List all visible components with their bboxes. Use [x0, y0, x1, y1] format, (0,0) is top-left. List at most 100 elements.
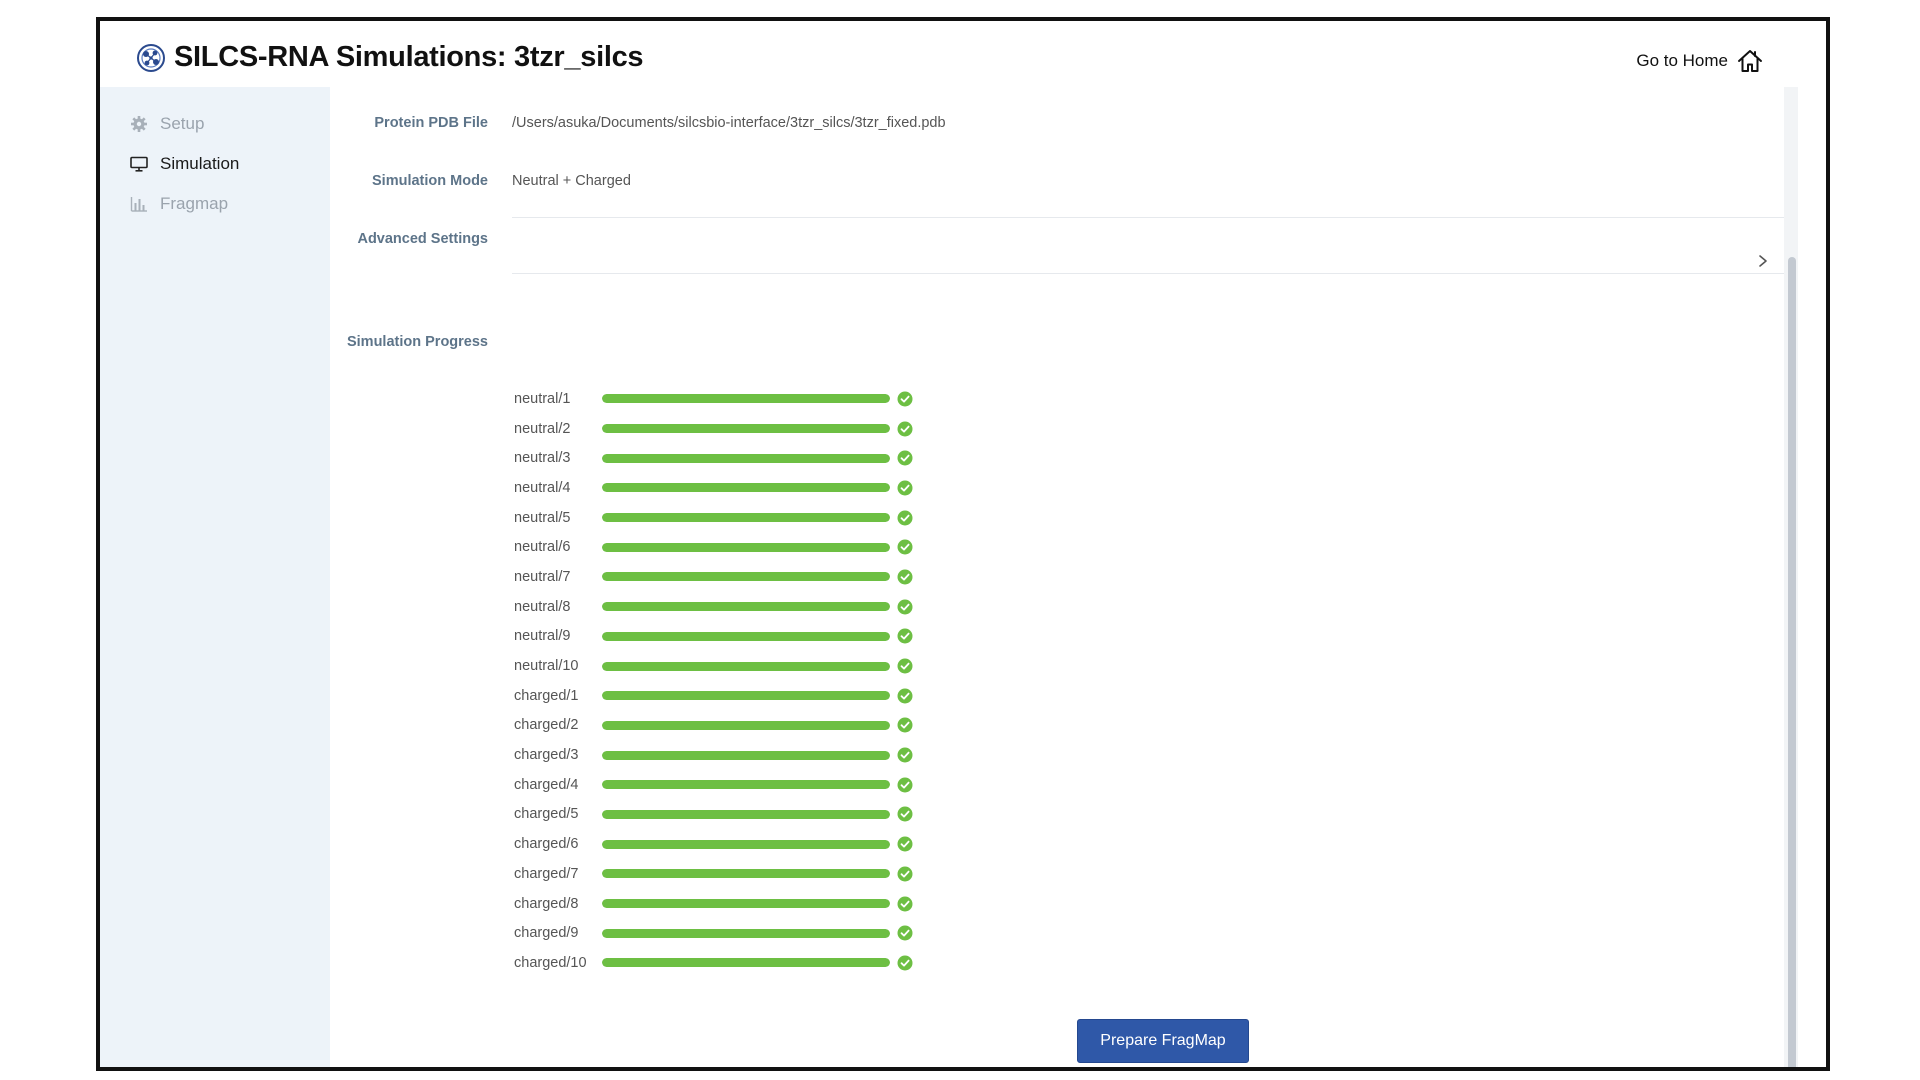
sidebar-item-label: Fragmap [160, 194, 229, 213]
check-circle-icon [897, 836, 913, 852]
progress-bar-fill [602, 572, 890, 582]
advanced-settings-label: Advanced Settings [357, 231, 488, 247]
progress-row-label: neutral/7 [514, 568, 571, 585]
check-circle-icon [897, 421, 913, 437]
progress-row-label: charged/1 [514, 687, 579, 704]
progress-bar-fill [602, 899, 890, 909]
divider [512, 273, 1784, 274]
protein-pdb-label: Protein PDB File [374, 115, 488, 131]
progress-bar [602, 750, 890, 760]
scrollbar-rail [1784, 87, 1798, 1067]
home-icon [1738, 50, 1762, 72]
simulation-mode-value: Neutral + Charged [512, 173, 631, 189]
progress-bar-fill [602, 424, 890, 434]
progress-row: neutral/6 [514, 532, 913, 562]
prepare-fragmap-button[interactable]: Prepare FragMap [1077, 1019, 1249, 1063]
progress-row: charged/4 [514, 770, 913, 800]
progress-bar-fill [602, 750, 890, 760]
progress-bar-fill [602, 542, 890, 552]
main-content: Protein PDB File /Users/asuka/Documents/… [330, 87, 1784, 1067]
progress-bar [602, 602, 890, 612]
progress-row: neutral/4 [514, 473, 913, 503]
sidebar-item-setup[interactable]: Setup [130, 111, 204, 137]
progress-bar-fill [602, 809, 890, 819]
progress-row-label: charged/10 [514, 954, 587, 971]
progress-row-label: neutral/3 [514, 450, 571, 467]
progress-bar [602, 631, 890, 641]
go-to-home-label: Go to Home [1636, 51, 1728, 70]
progress-bar [602, 899, 890, 909]
check-circle-icon [897, 480, 913, 496]
simulation-mode-label: Simulation Mode [372, 173, 488, 189]
check-circle-icon [897, 955, 913, 971]
progress-bar [602, 572, 890, 582]
progress-row: charged/3 [514, 740, 913, 770]
progress-list: neutral/1 neutral/2 neutral/3 neutral/4 neut… [514, 384, 913, 978]
progress-row: neutral/10 [514, 651, 913, 681]
protein-pdb-value: /Users/asuka/Documents/silcsbio-interfac… [512, 115, 946, 131]
progress-row-label: neutral/4 [514, 479, 571, 496]
progress-bar-fill [602, 394, 890, 404]
sidebar: Setup Simulation Fragmap [100, 87, 330, 1067]
progress-bar [602, 839, 890, 849]
check-circle-icon [897, 688, 913, 704]
progress-row: charged/9 [514, 918, 913, 948]
progress-bar [602, 661, 890, 671]
check-circle-icon [897, 896, 913, 912]
sidebar-item-fragmap[interactable]: Fragmap [130, 191, 228, 217]
app-window: SILCS-RNA Simulations: 3tzr_silcs Go to … [96, 17, 1830, 1071]
progress-row: neutral/5 [514, 503, 913, 533]
progress-bar-fill [602, 869, 890, 879]
progress-row-label: charged/4 [514, 776, 579, 793]
progress-bar-fill [602, 691, 890, 701]
check-circle-icon [897, 717, 913, 733]
progress-row-label: charged/5 [514, 806, 579, 823]
scrollbar[interactable] [1784, 87, 1826, 1067]
page-title: SILCS-RNA Simulations: 3tzr_silcs [174, 41, 644, 73]
progress-row-label: neutral/1 [514, 390, 571, 407]
progress-row-label: charged/9 [514, 925, 579, 942]
progress-bar-fill [602, 720, 890, 730]
progress-bar [602, 513, 890, 523]
progress-row: charged/6 [514, 829, 913, 859]
progress-row: charged/8 [514, 889, 913, 919]
progress-row-label: neutral/9 [514, 628, 571, 645]
progress-bar-fill [602, 513, 890, 523]
progress-row-label: charged/2 [514, 717, 579, 734]
progress-row-label: neutral/6 [514, 539, 571, 556]
progress-row-label: neutral/10 [514, 658, 579, 675]
sidebar-item-label: Setup [160, 114, 205, 133]
check-circle-icon [897, 391, 913, 407]
progress-bar [602, 394, 890, 404]
progress-row: neutral/7 [514, 562, 913, 592]
simulation-progress-label: Simulation Progress [346, 334, 488, 350]
check-circle-icon [897, 747, 913, 763]
progress-row-label: neutral/5 [514, 509, 571, 526]
scrollbar-thumb[interactable] [1788, 257, 1796, 1067]
check-circle-icon [897, 450, 913, 466]
check-circle-icon [897, 599, 913, 615]
chevron-right-icon[interactable] [1756, 253, 1770, 269]
silcs-logo-icon [136, 43, 166, 73]
progress-bar-fill [602, 839, 890, 849]
check-circle-icon [897, 777, 913, 793]
divider [512, 217, 1784, 218]
sidebar-item-simulation[interactable]: Simulation [130, 151, 239, 177]
monitor-icon [130, 156, 148, 172]
progress-bar [602, 542, 890, 552]
progress-row-label: charged/8 [514, 895, 579, 912]
check-circle-icon [897, 569, 913, 585]
go-to-home-link[interactable]: Go to Home [1636, 47, 1764, 75]
check-circle-icon [897, 806, 913, 822]
check-circle-icon [897, 658, 913, 674]
progress-bar-fill [602, 928, 890, 938]
bar-chart-icon [130, 197, 147, 212]
progress-row: neutral/9 [514, 622, 913, 652]
check-circle-icon [897, 628, 913, 644]
gear-icon [131, 116, 147, 132]
progress-bar [602, 424, 890, 434]
progress-bar-fill [602, 483, 890, 493]
progress-row: neutral/2 [514, 414, 913, 444]
progress-row: charged/10 [514, 948, 913, 978]
progress-bar [602, 958, 890, 968]
